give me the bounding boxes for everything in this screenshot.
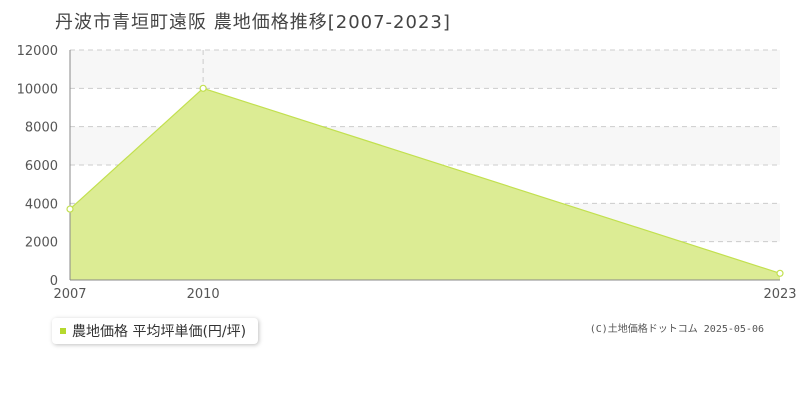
credit-text: (C)土地価格ドットコム 2025-05-06 [589, 324, 764, 335]
y-tick-label: 10000 [17, 82, 58, 97]
y-tick-label: 8000 [25, 121, 58, 136]
legend-swatch [60, 328, 66, 334]
x-tick-label: 2023 [763, 287, 796, 302]
legend: 農地価格 平均坪単価(円/坪) [52, 318, 259, 344]
y-tick-label: 6000 [25, 159, 58, 174]
y-tick-label: 4000 [25, 197, 58, 212]
y-tick-label: 2000 [25, 236, 58, 251]
y-tick-label: 12000 [17, 44, 58, 59]
area-fill [70, 88, 780, 280]
grid-band [70, 50, 780, 89]
chart-title: 丹波市青垣町遠阪 農地価格推移[2007-2023] [55, 12, 451, 33]
x-tick-label: 2010 [187, 287, 220, 302]
x-tick-label: 2007 [53, 287, 86, 302]
data-point [776, 269, 784, 277]
legend-label: 農地価格 平均坪単価(円/坪) [72, 324, 247, 340]
y-tick-label: 0 [50, 274, 58, 289]
data-point [199, 84, 207, 92]
data-point [66, 205, 74, 213]
